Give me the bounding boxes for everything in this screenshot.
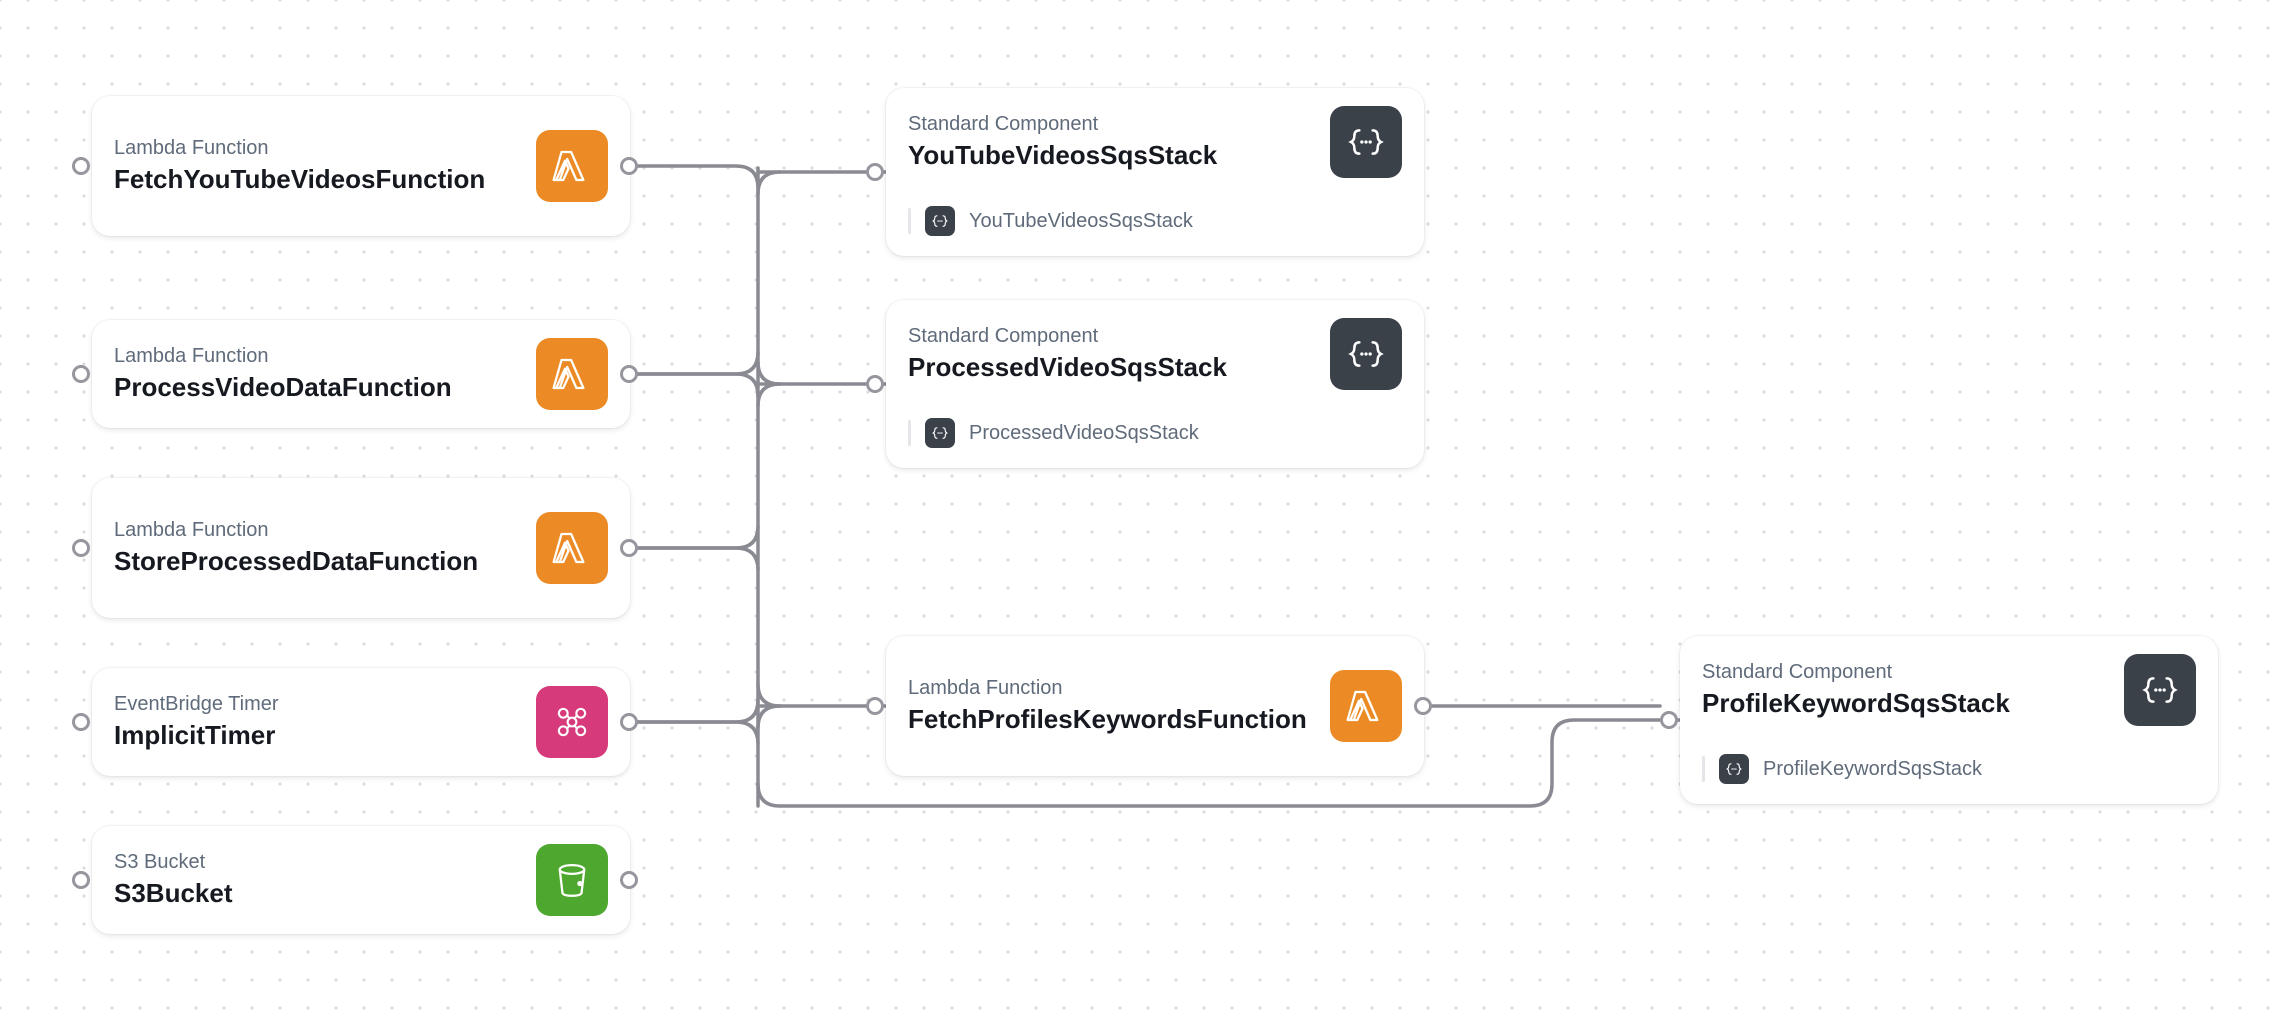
node-title: ProcessedVideoSqsStack [908, 351, 1316, 384]
node-sub-label: ProfileKeywordSqsStack [1763, 758, 1982, 781]
node-title: ImplicitTimer [114, 719, 522, 752]
std-icon [2124, 654, 2196, 726]
node-n6[interactable]: Standard Component YouTubeVideosSqsStack… [886, 88, 1424, 256]
node-n2[interactable]: Lambda Function ProcessVideoDataFunction [92, 320, 630, 428]
connection-port[interactable] [72, 539, 90, 557]
connection-port[interactable] [620, 871, 638, 889]
node-type-label: Standard Component [908, 112, 1316, 137]
node-type-label: Lambda Function [908, 676, 1316, 701]
node-subref: YouTubeVideosSqsStack [908, 206, 1402, 236]
node-title: FetchYouTubeVideosFunction [114, 163, 522, 196]
node-type-label: EventBridge Timer [114, 692, 522, 717]
connection-port[interactable] [866, 375, 884, 393]
lambda-icon [536, 130, 608, 202]
connection-port[interactable] [72, 713, 90, 731]
node-title: ProcessVideoDataFunction [114, 371, 522, 404]
connection-port[interactable] [72, 365, 90, 383]
node-subref: ProcessedVideoSqsStack [908, 418, 1402, 448]
node-type-label: Standard Component [1702, 660, 2110, 685]
s3-icon [536, 844, 608, 916]
connection-port[interactable] [1414, 697, 1432, 715]
node-n3[interactable]: Lambda Function StoreProcessedDataFuncti… [92, 478, 630, 618]
connection-port[interactable] [1660, 711, 1678, 729]
node-sub-label: YouTubeVideosSqsStack [969, 210, 1193, 233]
node-n5[interactable]: S3 Bucket S3Bucket [92, 826, 630, 934]
node-title: StoreProcessedDataFunction [114, 545, 522, 578]
connection-port[interactable] [620, 365, 638, 383]
node-n9[interactable]: Standard Component ProfileKeywordSqsStac… [1680, 636, 2218, 804]
node-type-label: Lambda Function [114, 518, 522, 543]
diagram-canvas[interactable]: Lambda Function FetchYouTubeVideosFuncti… [0, 0, 2285, 1022]
node-title: S3Bucket [114, 877, 522, 910]
component-mini-icon [1719, 754, 1749, 784]
node-n1[interactable]: Lambda Function FetchYouTubeVideosFuncti… [92, 96, 630, 236]
connection-port[interactable] [866, 697, 884, 715]
node-type-label: Lambda Function [114, 136, 522, 161]
node-n8[interactable]: Lambda Function FetchProfilesKeywordsFun… [886, 636, 1424, 776]
connection-port[interactable] [620, 713, 638, 731]
lambda-icon [536, 338, 608, 410]
connection-port[interactable] [620, 539, 638, 557]
node-type-label: Lambda Function [114, 344, 522, 369]
component-mini-icon [925, 206, 955, 236]
std-icon [1330, 318, 1402, 390]
lambda-icon [1330, 670, 1402, 742]
node-subref: ProfileKeywordSqsStack [1702, 754, 2196, 784]
lambda-icon [536, 512, 608, 584]
connection-port[interactable] [866, 163, 884, 181]
node-type-label: S3 Bucket [114, 850, 522, 875]
connection-port[interactable] [620, 157, 638, 175]
node-title: FetchProfilesKeywordsFunction [908, 703, 1316, 736]
node-sub-label: ProcessedVideoSqsStack [969, 422, 1199, 445]
std-icon [1330, 106, 1402, 178]
node-type-label: Standard Component [908, 324, 1316, 349]
connection-port[interactable] [72, 871, 90, 889]
node-n7[interactable]: Standard Component ProcessedVideoSqsStac… [886, 300, 1424, 468]
node-title: ProfileKeywordSqsStack [1702, 687, 2110, 720]
component-mini-icon [925, 418, 955, 448]
node-n4[interactable]: EventBridge Timer ImplicitTimer [92, 668, 630, 776]
connection-port[interactable] [72, 157, 90, 175]
eventbridge-icon [536, 686, 608, 758]
node-title: YouTubeVideosSqsStack [908, 139, 1316, 172]
